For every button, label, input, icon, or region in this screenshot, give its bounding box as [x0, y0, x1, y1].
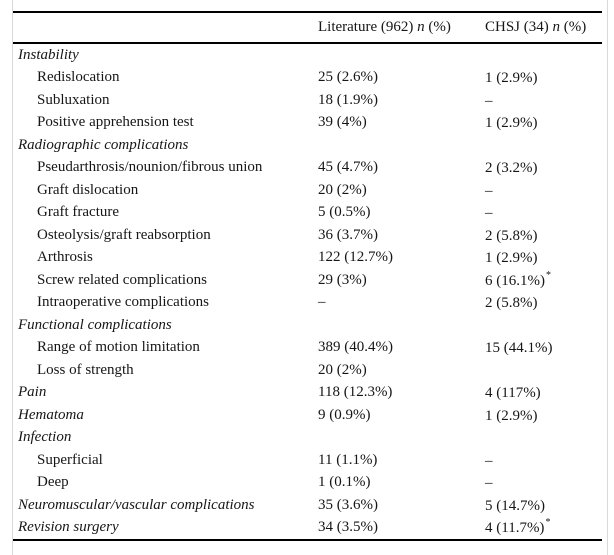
- table-row: Redislocation 25 (2.6%) 1 (2.9%): [13, 67, 607, 90]
- chsj-value: 5 (14.7%): [485, 497, 545, 514]
- table-row: Superficial 11 (1.1%) –: [13, 449, 607, 472]
- chsj-value: –: [485, 182, 493, 199]
- table-row: Subluxation 18 (1.9%) –: [13, 89, 607, 112]
- table-row: Graft fracture 5 (0.5%) –: [13, 202, 607, 225]
- literature-value: 36 (3.7%): [318, 226, 378, 243]
- table-row: Infection: [13, 427, 607, 450]
- table-row: Revision surgery 34 (3.5%) 4 (11.7%)*: [13, 517, 607, 540]
- table-row: Neuromuscular/vascular complications 35 …: [13, 494, 607, 517]
- row-label: Superficial: [37, 451, 103, 468]
- row-label: Deep: [37, 474, 69, 491]
- table-bottom-rule: [13, 539, 602, 541]
- table-row: Pain 118 (12.3%) 4 (117%): [13, 382, 607, 405]
- row-label: Loss of strength: [37, 361, 134, 378]
- chsj-value: –: [485, 452, 493, 469]
- table-row: Instability: [13, 44, 607, 67]
- row-label: Neuromuscular/vascular complications: [18, 496, 255, 513]
- literature-value: 5 (0.5%): [318, 204, 371, 221]
- chsj-value: 4 (117%): [485, 385, 541, 402]
- literature-value: 29 (3%): [318, 271, 367, 288]
- table-row: Loss of strength 20 (2%): [13, 359, 607, 382]
- row-label: Screw related complications: [37, 271, 207, 288]
- header-chsj-suffix: (%): [560, 19, 587, 35]
- table-row: Graft dislocation 20 (2%) –: [13, 179, 607, 202]
- literature-value: 18 (1.9%): [318, 91, 378, 108]
- row-label: Radiographic complications: [18, 136, 189, 153]
- row-label: Osteolysis/graft reabsorption: [37, 226, 211, 243]
- chsj-value: 4 (11.7%)*: [485, 517, 551, 537]
- literature-value: 39 (4%): [318, 114, 367, 131]
- row-label: Functional complications: [18, 316, 172, 333]
- table-row: Pseudarthrosis/nounion/fibrous union 45 …: [13, 157, 607, 180]
- header-chsj-prefix: CHSJ (34): [485, 19, 553, 35]
- table-row: Hematoma 9 (0.9%) 1 (2.9%): [13, 404, 607, 427]
- header-chsj-column: CHSJ (34) n (%): [485, 20, 607, 35]
- literature-value: –: [318, 294, 326, 311]
- table-header-separator-rule: [13, 42, 602, 44]
- literature-value: 11 (1.1%): [318, 451, 378, 468]
- table-row: Osteolysis/graft reabsorption 36 (3.7%) …: [13, 224, 607, 247]
- literature-value: 20 (2%): [318, 361, 367, 378]
- table-body: Instability Redislocation 25 (2.6%) 1 (2…: [13, 44, 607, 539]
- chsj-value: 2 (3.2%): [485, 160, 538, 177]
- row-label: Instability: [18, 46, 79, 63]
- chsj-value: –: [485, 475, 493, 492]
- table-row: Deep 1 (0.1%) –: [13, 472, 607, 495]
- literature-value: 25 (2.6%): [318, 69, 378, 86]
- row-label: Arthrosis: [37, 249, 93, 266]
- table-row: Radiographic complications: [13, 134, 607, 157]
- literature-value: 34 (3.5%): [318, 519, 378, 536]
- asterisk-footnote-marker: *: [546, 269, 551, 281]
- chsj-value: 1 (2.9%): [485, 407, 538, 424]
- chsj-value: –: [485, 92, 493, 109]
- literature-value: 20 (2%): [318, 181, 367, 198]
- row-label: Pseudarthrosis/nounion/fibrous union: [37, 159, 263, 176]
- header-chsj-n: n: [552, 19, 561, 35]
- chsj-value: 6 (16.1%)*: [485, 269, 551, 289]
- literature-value: 389 (40.4%): [318, 339, 393, 356]
- chsj-value: 15 (44.1%): [485, 340, 553, 357]
- header-literature-prefix: Literature (962): [318, 19, 418, 35]
- table-row: Range of motion limitation 389 (40.4%) 1…: [13, 337, 607, 360]
- chsj-value: 2 (5.8%): [485, 295, 538, 312]
- chsj-value: –: [485, 205, 493, 222]
- header-literature-column: Literature (962) n (%): [318, 20, 485, 35]
- row-label: Redislocation: [37, 69, 120, 86]
- chsj-value: 1 (2.9%): [485, 115, 538, 132]
- literature-value: 35 (3.6%): [318, 496, 378, 513]
- row-label: Infection: [18, 429, 72, 446]
- chsj-value: 2 (5.8%): [485, 227, 538, 244]
- chsj-value: 1 (2.9%): [485, 250, 538, 267]
- literature-value: 118 (12.3%): [318, 384, 393, 401]
- literature-value: 122 (12.7%): [318, 249, 393, 266]
- literature-value: 45 (4.7%): [318, 159, 378, 176]
- row-label: Hematoma: [18, 406, 84, 423]
- literature-value: 1 (0.1%): [318, 474, 371, 491]
- table-row: Functional complications: [13, 314, 607, 337]
- row-label: Subluxation: [37, 91, 110, 108]
- table-row: Positive apprehension test 39 (4%) 1 (2.…: [13, 112, 607, 135]
- row-label: Range of motion limitation: [37, 339, 200, 356]
- table-row: Intraoperative complications – 2 (5.8%): [13, 292, 607, 315]
- table-row: Arthrosis 122 (12.7%) 1 (2.9%): [13, 247, 607, 270]
- table-row: Screw related complications 29 (3%) 6 (1…: [13, 269, 607, 292]
- table-top-rule: [13, 11, 602, 13]
- row-label: Positive apprehension test: [37, 114, 194, 131]
- complications-table: Literature (962) n (%) CHSJ (34) n (%) I…: [12, 0, 608, 555]
- row-label: Pain: [18, 384, 47, 401]
- row-label: Graft dislocation: [37, 181, 139, 198]
- table-header-row: Literature (962) n (%) CHSJ (34) n (%): [13, 13, 607, 42]
- chsj-value: 1 (2.9%): [485, 70, 538, 87]
- literature-value: 9 (0.9%): [318, 406, 371, 423]
- row-label: Intraoperative complications: [37, 294, 210, 311]
- header-literature-n: n: [417, 19, 425, 35]
- asterisk-footnote-marker: *: [545, 517, 551, 529]
- header-literature-suffix: (%): [424, 19, 451, 35]
- row-label: Revision surgery: [18, 519, 119, 536]
- row-label: Graft fracture: [37, 204, 120, 221]
